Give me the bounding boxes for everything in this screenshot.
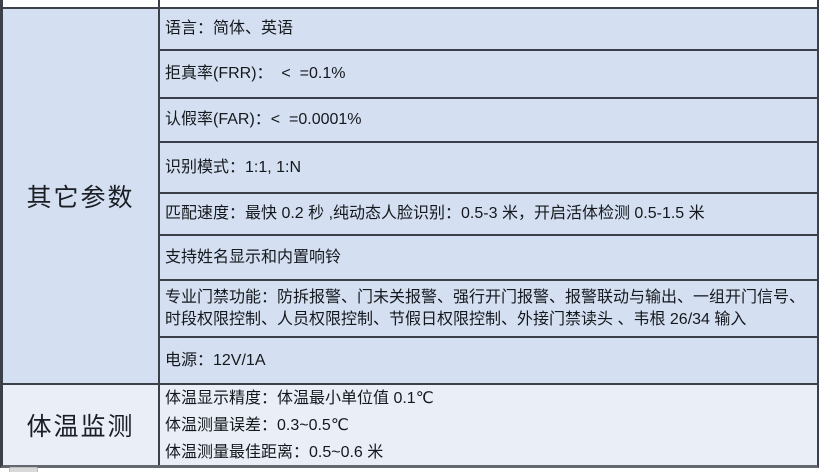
section-other-params-rows: 语言：简体、英语 拒真率(FRR)： < =0.1% 认假率(FAR)：< =0… [160,9,817,383]
previous-row-left-cell [3,0,160,7]
spec-row-power: 电源：12V/1A [165,351,266,369]
corner-fragment [9,467,38,472]
spec-row-far: 认假率(FAR)：< =0.0001% [160,99,817,143]
previous-row-right-cell [160,0,817,7]
section-other-params: 其它参数 语言：简体、英语 拒真率(FRR)： < =0.1% 认假率(FAR)… [3,9,817,385]
temp-row-distance: 体温测量最佳距离：0.5~0.6 米 [165,443,384,461]
section-temp-monitor-rows: 体温显示精度：体温最小单位值 0.1℃ 体温测量误差：0.3~0.5℃ 体温测量… [160,385,817,465]
spec-row-language: 语言：简体、英语 [160,9,817,51]
temp-row-precision: 体温显示精度：体温最小单位值 0.1℃ [165,389,434,407]
section-other-params-header: 其它参数 [3,9,160,383]
section-temp-monitor-header: 体温监测 [3,385,160,465]
previous-row-fragment [3,0,817,9]
spec-row-access-control: 专业门禁功能：防拆报警、门未关报警、强行开门报警、报警联动与输出、一组开门信号、… [160,281,817,338]
spec-row-name-display-bell: 支持姓名显示和内置响铃 [160,236,817,281]
spec-row-recognition-mode: 识别模式：1:1, 1:N [160,143,817,194]
temp-row-error: 体温测量误差：0.3~0.5℃ [165,416,349,434]
section-temp-monitor: 体温监测 体温显示精度：体温最小单位值 0.1℃ 体温测量误差：0.3~0.5℃… [3,385,817,465]
spec-row-match-speed: 匹配速度：最快 0.2 秒 ,纯动态人脸识别：0.5-3 米，开启活体检测 0.… [160,194,817,236]
spec-row-frr: 拒真率(FRR)： < =0.1% [160,51,817,99]
